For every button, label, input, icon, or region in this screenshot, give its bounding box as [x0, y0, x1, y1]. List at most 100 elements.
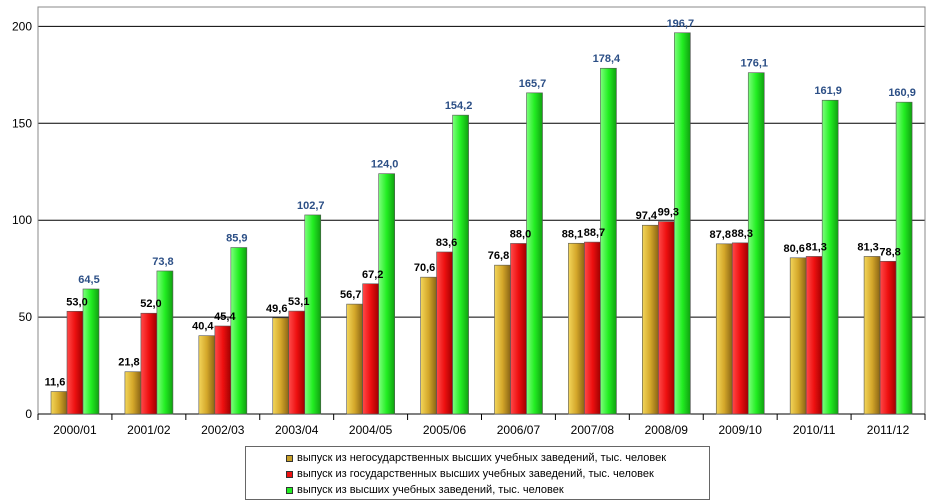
data-label: 161,9 — [814, 85, 842, 97]
bars — [50, 32, 913, 415]
data-label: 45,4 — [214, 311, 236, 323]
bar-series-0 — [715, 243, 733, 415]
bar-series-2 — [378, 173, 395, 415]
data-label: 165,7 — [519, 78, 547, 90]
bar-series-0 — [789, 257, 807, 415]
x-tick-label: 2008/09 — [645, 423, 689, 437]
bar-series-2 — [747, 72, 765, 415]
data-label: 52,0 — [140, 298, 161, 310]
bar-series-2 — [821, 99, 839, 415]
bar-series-2 — [82, 288, 100, 415]
data-label: 176,1 — [740, 58, 768, 70]
data-label: 88,1 — [562, 228, 583, 240]
bar-series-2 — [674, 32, 691, 415]
y-tick-label: 150 — [12, 116, 32, 130]
x-tick-label: 2009/10 — [719, 423, 763, 437]
bar-series-2 — [230, 247, 248, 415]
legend-swatch-nonstate — [286, 454, 293, 462]
data-label: 67,2 — [362, 269, 383, 281]
data-labels: 11,6 53,0 64,5 21,8 52,0 73,8 40,445,4 85,9 49,6… — [45, 18, 916, 389]
bar-series-2 — [600, 67, 617, 415]
axes — [37, 6, 926, 420]
bar-series-1 — [214, 325, 232, 415]
data-label: 81,3 — [805, 241, 826, 253]
bar-series-2 — [452, 114, 469, 415]
data-label: 80,6 — [783, 243, 804, 255]
data-label: 124,0 — [371, 159, 399, 171]
bar-series-0 — [420, 276, 437, 415]
x-tick-label: 2000/01 — [53, 423, 97, 437]
bar-series-1 — [805, 256, 823, 415]
tick-labels: 0 50 100 150 200 2000/01 2001/02 2002/03 2003/04… — [12, 19, 910, 437]
bar-series-0 — [863, 256, 881, 415]
data-label: 70,6 — [414, 262, 435, 274]
data-label: 178,4 — [593, 53, 621, 65]
bar-series-2 — [526, 92, 543, 415]
data-label: 97,4 — [636, 210, 658, 222]
bar-series-0 — [272, 317, 290, 415]
data-label: 78,8 — [879, 246, 900, 258]
bar-series-2 — [156, 270, 174, 415]
bar-series-0 — [124, 371, 142, 415]
x-tick-label: 2002/03 — [201, 423, 245, 437]
data-label: 76,8 — [488, 250, 509, 262]
data-label: 81,3 — [857, 241, 878, 253]
data-label: 88,0 — [510, 228, 531, 240]
legend-label: выпуск из негосударственных высших учебн… — [297, 452, 667, 464]
data-label: 160,9 — [888, 87, 916, 99]
bar-series-1 — [362, 283, 379, 415]
legend-item: выпуск из государственных высших учебных… — [286, 466, 709, 482]
x-tick-label: 2006/07 — [497, 423, 541, 437]
bar-series-1 — [288, 310, 306, 415]
bar-series-1 — [140, 312, 158, 415]
bar-series-1 — [731, 242, 749, 415]
bar-series-0 — [198, 335, 216, 415]
bar-series-1 — [584, 241, 601, 415]
bar-series-1 — [66, 310, 84, 415]
y-tick-label: 50 — [19, 310, 33, 324]
data-label: 196,7 — [667, 18, 695, 30]
bar-series-0 — [346, 303, 363, 415]
data-label: 56,7 — [340, 289, 361, 301]
bar-series-0 — [494, 264, 511, 415]
data-label: 88,7 — [584, 227, 605, 239]
legend-swatch-total — [286, 486, 293, 494]
data-label: 64,5 — [78, 274, 99, 286]
y-tick-label: 0 — [25, 407, 32, 421]
bar-series-1 — [879, 260, 897, 415]
data-label: 73,8 — [152, 256, 173, 268]
y-tick-label: 200 — [12, 19, 32, 33]
data-label: 87,8 — [710, 229, 731, 241]
data-label: 53,1 — [288, 296, 309, 308]
data-label: 154,2 — [445, 100, 473, 112]
y-tick-label: 100 — [12, 213, 32, 227]
legend-label: выпуск из высших учебных заведений, тыс.… — [297, 484, 564, 496]
data-label: 83,6 — [436, 237, 457, 249]
data-label: 102,7 — [297, 200, 325, 212]
data-label: 21,8 — [118, 357, 139, 369]
x-tick-label: 2011/12 — [867, 423, 910, 437]
x-tick-label: 2005/06 — [423, 423, 467, 437]
legend: выпуск из негосударственных высших учебн… — [245, 446, 710, 500]
x-tick-label: 2001/02 — [127, 423, 171, 437]
bar-series-0 — [568, 242, 585, 415]
bar-series-1 — [510, 243, 527, 415]
data-label: 53,0 — [66, 296, 87, 308]
data-label: 49,6 — [266, 303, 287, 315]
legend-label: выпуск из государственных высших учебных… — [297, 468, 654, 480]
legend-item: выпуск из высших учебных заведений, тыс.… — [286, 482, 709, 498]
bar-series-2 — [304, 214, 322, 415]
bar-series-1 — [658, 221, 675, 415]
data-label: 99,3 — [658, 207, 679, 219]
data-label: 88,3 — [732, 228, 753, 240]
x-tick-label: 2010/11 — [793, 423, 836, 437]
x-tick-label: 2003/04 — [275, 423, 319, 437]
bar-series-0 — [642, 224, 659, 415]
data-label: 85,9 — [226, 233, 247, 245]
grid-lines — [38, 25, 925, 318]
data-label: 11,6 — [45, 377, 66, 389]
x-tick-label: 2004/05 — [349, 423, 393, 437]
legend-swatch-state — [286, 470, 293, 478]
legend-item: выпуск из негосударственных высших учебн… — [286, 450, 709, 466]
bar-series-1 — [436, 251, 453, 415]
